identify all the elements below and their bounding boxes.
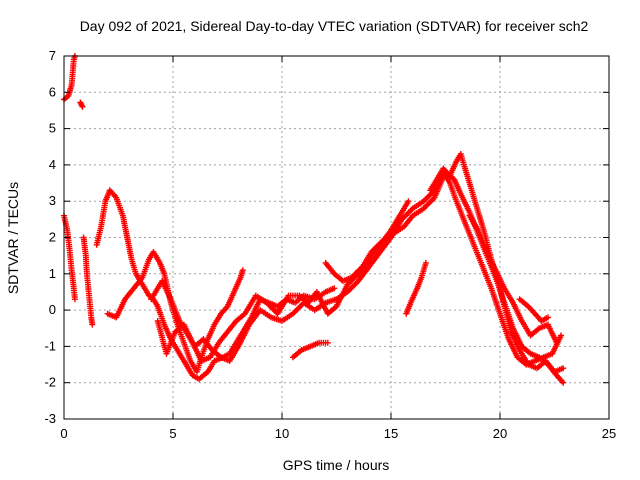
data-point xyxy=(324,339,331,346)
data-point xyxy=(331,285,338,292)
x-tick-label: 5 xyxy=(169,426,176,441)
data-point xyxy=(71,296,78,303)
data-point xyxy=(560,365,567,372)
x-tick-label: 15 xyxy=(384,426,398,441)
data-point xyxy=(239,267,246,274)
y-tick-label: 3 xyxy=(49,193,56,208)
series-arc-m xyxy=(466,212,560,346)
series-arc-k xyxy=(403,259,429,317)
series-arc-h xyxy=(154,198,412,364)
y-axis-label: SDTVAR / TECUs xyxy=(5,182,21,294)
data-point xyxy=(405,198,412,205)
data-point xyxy=(79,103,86,110)
y-tick-label: -3 xyxy=(44,411,56,426)
series-arc-b xyxy=(77,99,86,110)
series-arc-j xyxy=(289,339,331,361)
y-tick-label: 7 xyxy=(49,48,56,63)
data-point xyxy=(553,339,560,346)
y-tick-label: -1 xyxy=(44,338,56,353)
data-point xyxy=(545,314,551,321)
y-tick-label: 6 xyxy=(49,84,56,99)
x-axis-label: GPS time / hours xyxy=(283,457,390,473)
y-tick-label: 4 xyxy=(49,157,56,172)
series-arc-a xyxy=(61,53,78,103)
data-point xyxy=(560,379,567,386)
y-tick-label: 2 xyxy=(49,230,56,245)
y-axis-ticks: -3 -2 -1 0 1 2 3 4 5 6 7 xyxy=(44,48,609,426)
chart-title: Day 092 of 2021, Sidereal Day-to-day VTE… xyxy=(80,18,589,34)
y-tick-label: 0 xyxy=(49,302,56,317)
x-tick-label: 20 xyxy=(493,426,507,441)
y-tick-label: -2 xyxy=(44,375,56,390)
data-point xyxy=(89,321,96,328)
data-point xyxy=(422,259,429,266)
y-tick-label: 1 xyxy=(49,266,56,281)
data-marks xyxy=(61,53,567,386)
gridlines xyxy=(64,56,609,419)
x-tick-label: 10 xyxy=(275,426,289,441)
series-arc-n xyxy=(516,296,551,324)
x-tick-label: 0 xyxy=(60,426,67,441)
series-arc-d xyxy=(80,234,96,328)
data-point xyxy=(558,332,564,339)
y-tick-label: 5 xyxy=(49,121,56,136)
series-arc-c xyxy=(61,212,78,303)
x-axis-ticks: 0 5 10 15 20 25 xyxy=(60,56,616,441)
x-tick-label: 25 xyxy=(602,426,616,441)
